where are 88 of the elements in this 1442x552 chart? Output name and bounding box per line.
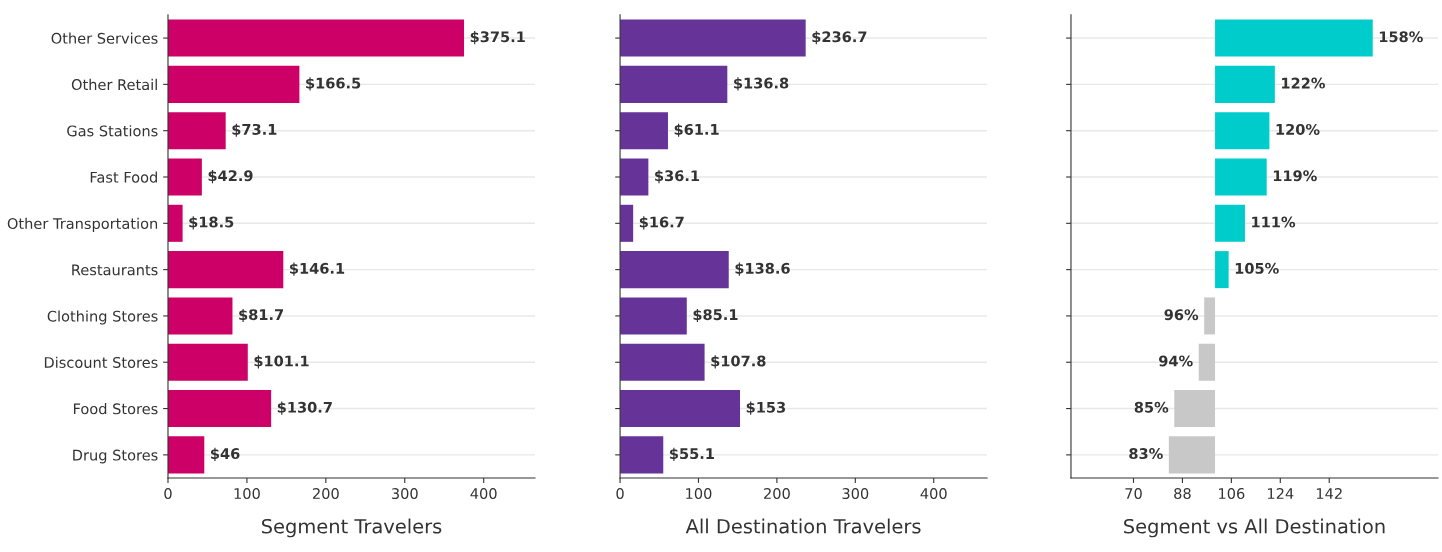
data-label: $138.6: [735, 262, 790, 276]
y-tick-label: Gas Stations: [67, 125, 158, 137]
bar: [167, 436, 205, 474]
data-label: 83%: [1129, 448, 1163, 460]
x-tick-label: 200: [764, 488, 790, 500]
data-label: 122%: [1282, 77, 1325, 89]
data-label: $375.1: [470, 31, 525, 45]
x-tick-label: 300: [842, 488, 869, 500]
bar: [1174, 390, 1216, 428]
data-label: 85%: [1134, 401, 1169, 413]
y-tick-label: Discount Stores: [44, 356, 158, 368]
y-tick-label: Food Stores: [73, 403, 158, 415]
x-tick-label: 0: [616, 488, 624, 500]
data-label: $36.1: [655, 169, 700, 184]
data-label: $61.1: [674, 123, 719, 137]
y-tick-label: Fast Food: [90, 171, 157, 183]
x-tick-label: 70: [1125, 488, 1142, 500]
data-label: $81.7: [239, 308, 283, 323]
data-label: $146.1: [289, 262, 345, 276]
data-label: $153: [746, 401, 786, 415]
bar: [620, 158, 649, 196]
x-tick-label: 300: [391, 488, 418, 500]
bar: [1215, 112, 1270, 150]
data-label: 119%: [1273, 170, 1317, 182]
data-label: 96%: [1164, 309, 1199, 321]
x-tick-label: 106: [1219, 488, 1245, 500]
bar: [167, 158, 202, 196]
data-label: 94%: [1159, 355, 1193, 367]
bar: [167, 390, 272, 428]
data-label: $46: [210, 447, 240, 462]
x-tick-label: 400: [920, 488, 947, 500]
data-label: 105%: [1235, 262, 1279, 274]
bar: [620, 297, 687, 335]
y-tick-label: Other Transportation: [7, 217, 158, 232]
bar: [1198, 343, 1216, 381]
x-tick-label: 200: [312, 488, 339, 500]
bar: [1215, 158, 1267, 196]
x-tick-label: 88: [1174, 488, 1191, 500]
bar: [620, 65, 728, 103]
bar: [167, 343, 248, 381]
y-tick-label: Other Services: [51, 32, 158, 44]
bar: [167, 112, 226, 150]
bar: [1215, 65, 1275, 103]
bar: [620, 390, 741, 428]
data-label: $166.5: [306, 77, 361, 91]
bar: [1215, 204, 1245, 242]
bar: [167, 65, 300, 103]
data-label: $73.1: [232, 123, 277, 137]
y-tick-label: Drug Stores: [73, 449, 158, 464]
data-label: $42.9: [208, 169, 253, 184]
x-axis-title: Segment Travelers: [261, 518, 442, 538]
data-label: $85.1: [693, 308, 738, 323]
bar: [1215, 19, 1373, 57]
data-label: 111%: [1252, 216, 1296, 228]
x-tick-label: 0: [164, 488, 172, 500]
data-label: $130.7: [277, 401, 332, 415]
y-tick-label: Clothing Stores: [47, 310, 158, 325]
x-tick-label: 124: [1267, 488, 1294, 499]
data-label: $236.7: [812, 31, 867, 45]
data-label: $55.1: [669, 447, 714, 462]
bar: [620, 436, 664, 474]
bar: [1204, 297, 1216, 335]
bar: [167, 19, 465, 57]
x-axis-title: Segment vs All Destination: [1124, 518, 1385, 538]
data-label: $16.7: [639, 216, 684, 230]
data-label: 120%: [1276, 123, 1320, 135]
data-label: $18.5: [189, 216, 234, 230]
bar: [167, 251, 284, 289]
data-label: 158%: [1379, 31, 1423, 43]
bar: [620, 204, 634, 242]
bar: [620, 112, 668, 150]
x-tick-label: 142: [1316, 488, 1342, 499]
y-tick-label: Restaurants: [72, 264, 158, 276]
x-tick-label: 100: [686, 488, 712, 500]
bar: [1215, 251, 1229, 289]
bar: [620, 343, 705, 381]
bar: [167, 297, 233, 335]
data-label: $107.8: [711, 355, 766, 369]
bar: [167, 204, 183, 242]
x-tick-label: 100: [234, 488, 260, 500]
bar: [620, 19, 806, 57]
bar: [1168, 436, 1216, 474]
data-label: $101.1: [254, 355, 309, 369]
data-label: $136.8: [734, 77, 789, 91]
y-tick-label: Other Retail: [71, 78, 157, 91]
x-axis-title: All Destination Travelers: [685, 518, 921, 534]
bar: [620, 251, 729, 289]
x-tick-label: 400: [470, 488, 497, 500]
